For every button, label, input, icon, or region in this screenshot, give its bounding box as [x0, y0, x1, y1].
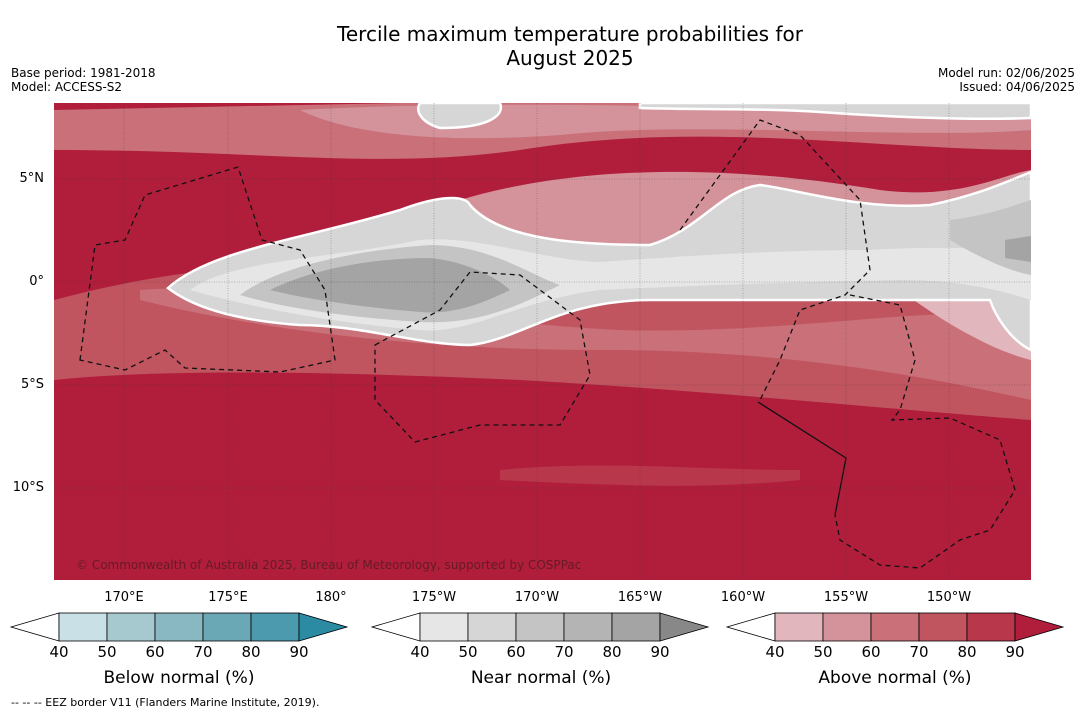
- lon-label-170w: 170°W: [514, 590, 560, 605]
- copyright-notice: © Commonwealth of Australia 2025, Bureau…: [76, 558, 582, 572]
- eez-legend-note: -- -- -- EEZ border V11 (Flanders Marine…: [11, 696, 320, 709]
- lon-label-155w: 155°W: [823, 590, 869, 605]
- colorbar-tick-label: 50: [458, 643, 478, 661]
- lon-label-170e: 170°E: [104, 590, 144, 605]
- grid-lines: [54, 103, 1031, 580]
- title-line-1: Tercile maximum temperature probabilitie…: [337, 22, 803, 46]
- map-area: [54, 103, 1031, 580]
- lat-label-0: 0°: [29, 274, 44, 289]
- colorbar-segment: [966, 612, 1016, 642]
- colorbar-extend-low: [726, 612, 776, 642]
- lat-label-5s: 5°S: [20, 377, 44, 392]
- near-normal-north-patch: [416, 103, 503, 130]
- colorbar-tick-label: 90: [650, 643, 670, 661]
- model-name: Model: ACCESS-S2: [11, 80, 123, 94]
- meta-right: Model run: 02/06/2025 Issued: 04/06/2025: [938, 66, 1075, 94]
- colorbar-segment: [563, 612, 613, 642]
- lon-label-150w: 150°W: [926, 590, 972, 605]
- colorbar-extend-low: [10, 612, 60, 642]
- meta-left: Base period: 1981-2018 Model: ACCESS-S2: [11, 66, 156, 94]
- colorbar-extend-high: [298, 612, 349, 642]
- base-period: Base period: 1981-2018: [11, 66, 156, 80]
- above-normal-80-patch: [500, 465, 800, 486]
- lon-label-165w: 165°W: [617, 590, 663, 605]
- colorbar-tick-label: 90: [289, 643, 309, 661]
- colorbar-segment: [250, 612, 300, 642]
- eez-solid-border: [757, 401, 847, 516]
- colorbar-tick-label: 70: [193, 643, 213, 661]
- colorbar-segment: [918, 612, 968, 642]
- colorbar-segment: [419, 612, 469, 642]
- colorbar-segment: [106, 612, 156, 642]
- map-title: Tercile maximum temperature probabilitie…: [0, 22, 1085, 70]
- eez-borders: [79, 119, 1016, 569]
- colorbar-tick-label: 60: [145, 643, 165, 661]
- colorbar-segment: [611, 612, 661, 642]
- colorbar-segment: [870, 612, 920, 642]
- colorbar-segment: [58, 612, 108, 642]
- colorbar-tick-label: 90: [1005, 643, 1025, 661]
- colorbar-tick-label: 50: [97, 643, 117, 661]
- colorbar-tick-label: 60: [861, 643, 881, 661]
- colorbar-title-above: Above normal (%): [818, 668, 972, 688]
- lon-label-175w: 175°W: [411, 590, 457, 605]
- colorbar-tick-label: 80: [241, 643, 261, 661]
- model-run: Model run: 02/06/2025: [937, 66, 1075, 80]
- colorbar-segment: [515, 612, 565, 642]
- colorbar-segment: [202, 612, 252, 642]
- colorbar-segment: [822, 612, 872, 642]
- near-normal-east-80: [1005, 236, 1031, 262]
- title-line-2: August 2025: [506, 46, 634, 70]
- colorbar-extend-high: [1014, 612, 1065, 642]
- colorbar-segment: [154, 612, 204, 642]
- colorbar-title-near: Near normal (%): [470, 668, 612, 688]
- issued-date: Issued: 04/06/2025: [959, 80, 1075, 94]
- colorbar-tick-label: 80: [602, 643, 622, 661]
- colorbar-extend-low: [371, 612, 421, 642]
- colorbar-title-below: Below normal (%): [103, 668, 255, 688]
- near-normal-north-strip: [638, 103, 1031, 120]
- colorbar-tick-label: 40: [49, 643, 69, 661]
- colorbar-tick-label: 50: [813, 643, 833, 661]
- colorbar-extend-high: [659, 612, 710, 642]
- colorbar-near-normal: [371, 612, 710, 642]
- lat-label-10s: 10°S: [12, 480, 44, 495]
- colorbar-tick-label: 40: [765, 643, 785, 661]
- colorbar-tick-label: 70: [909, 643, 929, 661]
- colorbar-segment: [467, 612, 517, 642]
- colorbar-tick-label: 70: [554, 643, 574, 661]
- colorbar-tick-label: 80: [957, 643, 977, 661]
- colorbar-tick-label: 40: [410, 643, 430, 661]
- colorbar-tick-label: 60: [506, 643, 526, 661]
- lon-label-160w: 160°W: [720, 590, 766, 605]
- near-normal-80: [270, 258, 510, 313]
- colorbar-below-normal: [10, 612, 349, 642]
- lat-label-5n: 5°N: [19, 171, 45, 186]
- colorbar-above-normal: [726, 612, 1065, 642]
- lon-label-175e: 175°E: [208, 590, 248, 605]
- colorbar-segment: [774, 612, 824, 642]
- lon-label-180: 180°: [315, 590, 347, 605]
